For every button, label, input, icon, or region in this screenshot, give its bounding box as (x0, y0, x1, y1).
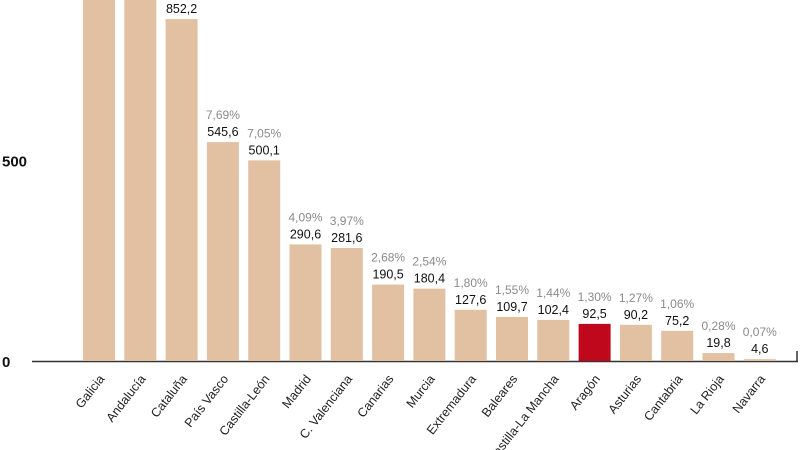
bar-la-rioja (702, 353, 735, 361)
value-label: 545,6 (207, 125, 238, 139)
percent-label: 1,80% (454, 276, 488, 290)
percent-label: 2,68% (371, 251, 405, 265)
bar-asturias (619, 324, 652, 361)
value-label: 127,6 (455, 293, 486, 307)
value-label: 90,2 (624, 308, 648, 322)
percent-label: 7,69% (206, 108, 240, 122)
bar-andaluc-a (124, 0, 157, 361)
value-label: 19,8 (706, 336, 730, 350)
y-tick-label: 0 (2, 354, 10, 371)
y-tick-label: 500 (2, 153, 27, 170)
category-label: Murcia (404, 372, 438, 410)
value-label: 281,6 (331, 231, 362, 245)
value-label: 290,6 (290, 227, 321, 241)
bar-extremadura (454, 309, 487, 361)
percent-label: 4,09% (288, 210, 322, 224)
category-label: Madrid (279, 372, 314, 411)
category-label: Baleares (479, 372, 520, 420)
category-label: Andalucía (103, 372, 148, 424)
category-label: Galicia (73, 372, 108, 411)
percent-label: 1,27% (619, 291, 653, 305)
value-label: 190,5 (372, 268, 403, 282)
percent-label: 3,97% (330, 214, 364, 228)
bar-arag-n (578, 323, 611, 361)
percent-label: 0,28% (701, 319, 735, 333)
bar-murcia (413, 288, 446, 361)
category-label: Asturias (605, 372, 644, 416)
value-label: 75,2 (665, 314, 689, 328)
bar-madrid (289, 244, 322, 361)
bar-castilla-le-n (248, 160, 281, 361)
percent-label: 1,06% (660, 297, 694, 311)
category-label: Cataluña (148, 372, 190, 420)
bar-castilla-la-mancha (537, 319, 570, 361)
percent-label: 7,05% (247, 126, 281, 140)
percent-label: 1,44% (536, 286, 570, 300)
value-label: 109,7 (496, 300, 527, 314)
value-label: 500,1 (249, 143, 280, 157)
value-label: 92,5 (582, 307, 606, 321)
bar-c-valenciana (330, 248, 363, 361)
bar-pa-s-vasco (206, 142, 239, 361)
percent-label: 0,07% (743, 325, 777, 339)
value-label: 4,6 (751, 342, 768, 356)
value-label: 852,2 (166, 2, 197, 16)
bar-canarias (372, 284, 405, 361)
category-label: La Rioja (688, 372, 727, 417)
value-label: 102,4 (538, 303, 569, 317)
bar-cantabria (661, 330, 694, 361)
category-label: Aragón (567, 372, 603, 412)
bar-navarra (743, 359, 776, 361)
category-label: Canarias (355, 372, 397, 420)
category-label: Cantabria (641, 372, 685, 423)
category-label: Navarra (730, 372, 768, 416)
bar-baleares (496, 316, 528, 361)
percent-label: 1,55% (495, 283, 529, 297)
bar-galicia (83, 0, 115, 362)
percent-label: 1,30% (578, 290, 612, 304)
value-label: 180,4 (414, 272, 445, 286)
bar-catalu-a (165, 19, 198, 362)
percent-label: 2,54% (412, 255, 446, 269)
